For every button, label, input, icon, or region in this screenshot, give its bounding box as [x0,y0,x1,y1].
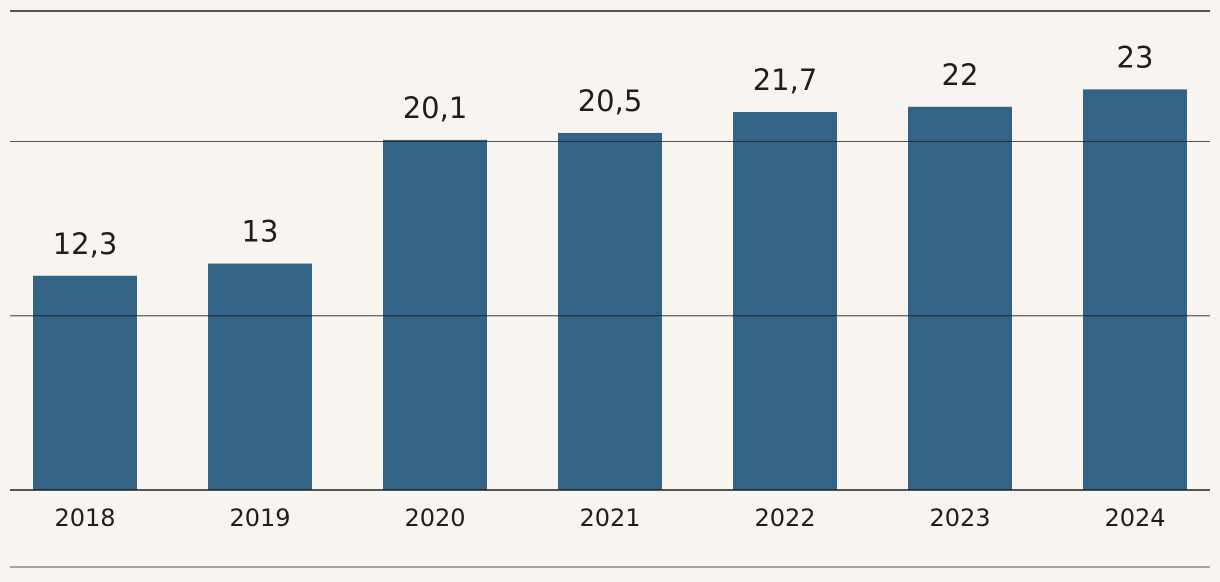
bar [558,132,662,490]
x-tick-label: 2021 [579,504,640,532]
value-label: 23 [1117,40,1154,74]
bar [908,106,1012,491]
value-label: 21,7 [753,63,818,97]
bar [1083,89,1187,490]
value-label: 22 [942,58,979,92]
bar [733,112,837,490]
x-tick-label: 2020 [404,504,465,532]
value-label: 13 [242,215,279,249]
x-tick-label: 2024 [1104,504,1165,532]
value-label: 20,1 [403,91,468,125]
x-tick-label: 2023 [929,504,990,532]
value-label: 12,3 [53,227,118,261]
x-tick-label: 2019 [229,504,290,532]
x-tick-label: 2022 [754,504,815,532]
x-tick-label: 2018 [54,504,115,532]
bar [208,263,312,490]
bar [383,139,487,491]
bar [33,275,137,490]
value-label: 20,5 [578,84,643,118]
